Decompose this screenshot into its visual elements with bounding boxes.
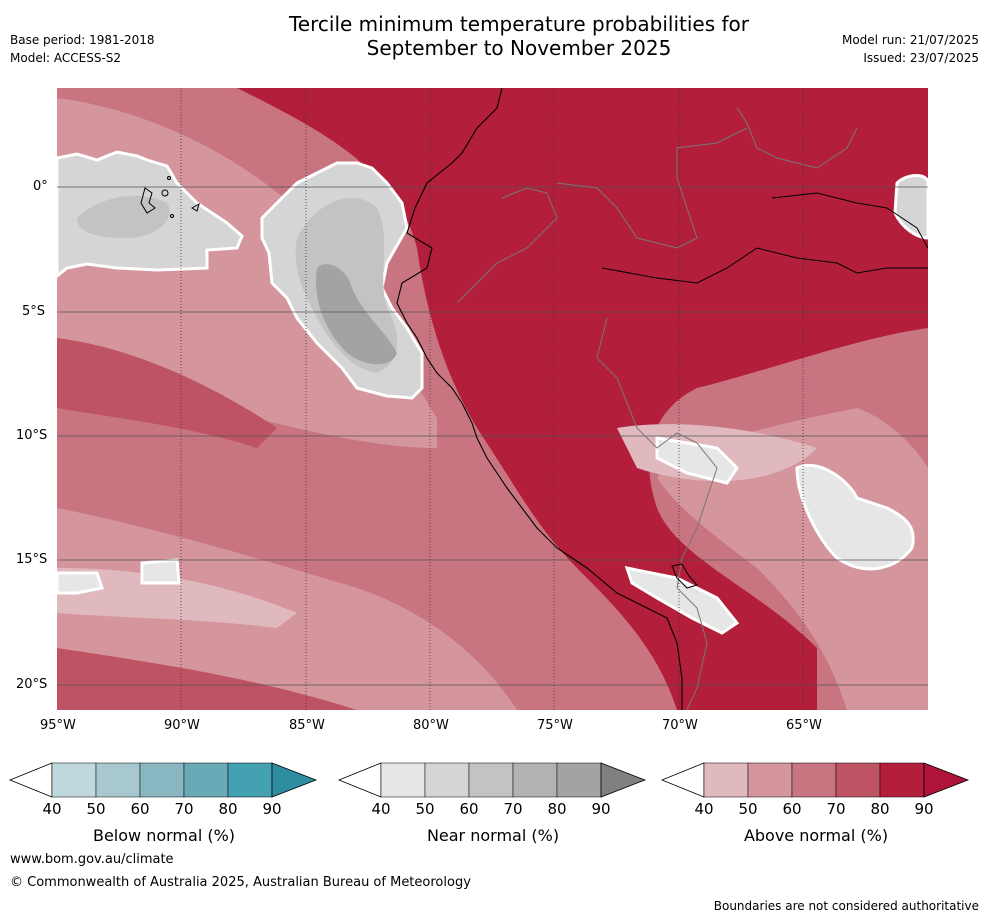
colorbar-above-tick: 90 <box>914 800 934 818</box>
model-name: Model: ACCESS-S2 <box>10 51 122 65</box>
issued-date: Issued: 23/07/2025 <box>863 51 979 65</box>
river-lines <box>601 192 928 284</box>
latitude-gridlines <box>57 186 928 686</box>
colorbar-above-low-arrow <box>660 762 705 798</box>
title-line-1: Tercile minimum temperature probabilitie… <box>288 12 750 36</box>
lat-label-1: 5°S <box>22 304 46 319</box>
colorbar-near-swatch <box>424 762 470 798</box>
near-normal-region-peru <box>655 436 739 485</box>
colorbar-below-tick: 50 <box>86 800 106 818</box>
colorbar-above-swatch <box>835 762 881 798</box>
colorbar-near-tick: 70 <box>503 800 523 818</box>
colorbar-above-tick: 50 <box>738 800 758 818</box>
near-normal-region-east <box>893 174 928 240</box>
lat-label-0: 0° <box>33 179 48 194</box>
above-40-region-south <box>57 568 297 628</box>
page-title: Tercile minimum temperature probabilitie… <box>0 12 988 60</box>
lat-label-4: 20°S <box>16 677 48 692</box>
near-normal-patch-south <box>140 558 181 585</box>
above-90-region <box>237 88 928 710</box>
colorbar-below-label: Below normal (%) <box>92 826 236 845</box>
lake-titicaca <box>671 563 698 589</box>
colorbar-near-swatch <box>512 762 558 798</box>
base-period: Base period: 1981-2018 <box>10 33 155 47</box>
colorbar-near-tick: 60 <box>459 800 479 818</box>
colorbar-above-high-arrow <box>923 762 970 798</box>
near-60-region-galapagos <box>77 195 170 238</box>
colorbar-above-swatch <box>791 762 837 798</box>
colorbar-below <box>8 762 318 798</box>
lat-label-3: 15°S <box>16 552 48 567</box>
colorbar-near-label: Near normal (%) <box>426 826 560 845</box>
lat-label-2: 10°S <box>16 428 48 443</box>
near-normal-region-bolivia <box>795 463 915 571</box>
colorbar-near-tick: 90 <box>591 800 611 818</box>
near-normal-patch-sw <box>57 571 104 595</box>
colorbar-below-swatch <box>51 762 97 798</box>
above-70-region-southwest <box>57 648 357 710</box>
colorbar-above-label: Above normal (%) <box>743 826 889 845</box>
model-run: Model run: 21/07/2025 <box>841 33 979 47</box>
probability-map <box>57 88 928 710</box>
lon-label-1: 90°W <box>164 718 200 733</box>
colorbar-below-tick: 70 <box>174 800 194 818</box>
colorbar-near-low-arrow <box>337 762 382 798</box>
colorbar-near-tick: 80 <box>547 800 567 818</box>
colorbar-above-tick: 60 <box>782 800 802 818</box>
colorbar-above-swatch <box>879 762 925 798</box>
colorbar-above-tick: 80 <box>870 800 890 818</box>
colorbar-below-swatch <box>183 762 229 798</box>
near-normal-region-altiplano <box>624 566 740 635</box>
colorbar-near-swatch <box>468 762 514 798</box>
map-svg <box>57 88 928 710</box>
colorbar-above-tick: 70 <box>826 800 846 818</box>
colorbar-above <box>660 762 970 798</box>
title-line-2: September to November 2025 <box>366 36 672 60</box>
colorbar-above-swatch <box>747 762 793 798</box>
colorbar-below-low-arrow <box>8 762 53 798</box>
country-borders <box>456 107 858 710</box>
colorbar-below-tick: 90 <box>262 800 282 818</box>
colorbar-below-swatch <box>227 762 273 798</box>
colorbar-below-swatch <box>95 762 141 798</box>
near-90-region-ocean <box>316 264 397 365</box>
colorbar-below-high-arrow <box>271 762 318 798</box>
above-70-band-west <box>57 338 277 448</box>
lon-label-5: 70°W <box>662 718 698 733</box>
lon-label-4: 75°W <box>537 718 573 733</box>
lon-label-0: 95°W <box>40 718 76 733</box>
colorbar-near <box>337 762 647 798</box>
colorbar-below-swatch <box>139 762 185 798</box>
lon-label-6: 65°W <box>786 718 822 733</box>
colorbar-near-swatch <box>556 762 602 798</box>
colorbar-near-swatch <box>380 762 426 798</box>
boundary-disclaimer: Boundaries are not considered authoritat… <box>713 899 979 913</box>
lon-label-3: 80°W <box>413 718 449 733</box>
colorbar-below-tick: 80 <box>218 800 238 818</box>
copyright-notice: © Commonwealth of Australia 2025, Austra… <box>10 875 471 890</box>
lon-label-2: 85°W <box>289 718 325 733</box>
colorbar-below-tick: 60 <box>130 800 150 818</box>
coastline <box>396 88 683 710</box>
colorbar-near-tick: 50 <box>415 800 435 818</box>
colorbar-near-tick: 40 <box>371 800 391 818</box>
colorbar-near-high-arrow <box>600 762 647 798</box>
colorbar-above-tick: 40 <box>694 800 714 818</box>
colorbar-below-tick: 40 <box>42 800 62 818</box>
website-link[interactable]: www.bom.gov.au/climate <box>10 852 174 867</box>
colorbar-above-swatch <box>703 762 749 798</box>
galapagos-islands <box>140 176 200 218</box>
